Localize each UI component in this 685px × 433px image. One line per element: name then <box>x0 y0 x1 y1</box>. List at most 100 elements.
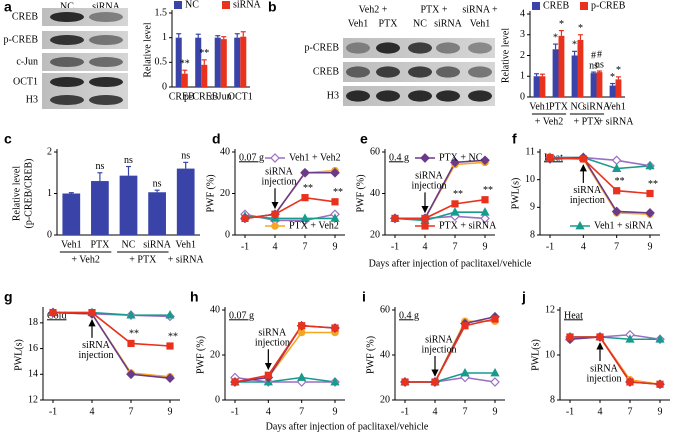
significance: ns <box>124 155 133 166</box>
panel-letter: b <box>268 0 277 15</box>
y-tick-label: 60 <box>370 146 380 157</box>
blot-band <box>408 90 432 102</box>
panel-letter: d <box>212 131 221 147</box>
condition-label: 0.07 g <box>239 152 264 163</box>
y-axis-label: Relative level <box>142 22 153 77</box>
y-axis-label: Relative level <box>11 166 22 221</box>
blot-band <box>346 42 370 54</box>
y-axis-label: PWL(s) <box>530 339 541 371</box>
blot-row-label: c-Jun <box>16 56 38 67</box>
blot-row-label: p-CREB <box>4 34 39 45</box>
blot-band <box>50 76 84 88</box>
blot-band <box>468 90 492 102</box>
bar <box>148 192 166 235</box>
blot-band <box>50 34 84 46</box>
y-tick-label: 14 <box>28 369 38 380</box>
significance: ** <box>129 329 139 340</box>
significance: ** <box>199 48 209 59</box>
significance: ** <box>483 185 493 196</box>
panel-letter: f <box>512 131 517 147</box>
line <box>53 311 171 347</box>
point <box>480 155 490 166</box>
y-tick-label: 10 <box>525 174 535 185</box>
x-tick-label: 7 <box>299 406 304 417</box>
x-tick-label: 9 <box>658 406 663 417</box>
blot-band <box>89 94 123 106</box>
x-tick-label: -1 <box>401 406 409 417</box>
x-tick-label: 4 <box>423 241 428 252</box>
bar <box>558 35 565 97</box>
condition-label: 0.4 g <box>389 152 409 163</box>
injection-label: injection <box>262 177 297 188</box>
point <box>331 198 339 206</box>
bar <box>234 37 241 87</box>
bar <box>615 79 622 97</box>
blot-header: Veh1 <box>348 18 369 29</box>
line <box>244 215 335 220</box>
point <box>460 367 470 377</box>
x-tick-label: -1 <box>391 241 399 252</box>
blot-header: NC <box>60 1 74 12</box>
point <box>126 310 136 319</box>
y-tick-label: 2 <box>520 50 525 61</box>
blot-band <box>376 66 400 78</box>
y-tick-label: 4 <box>520 8 525 19</box>
group-label: + PTX <box>573 116 601 127</box>
blot-row-label: H3 <box>26 94 38 105</box>
point <box>421 214 429 222</box>
point <box>271 222 279 230</box>
blot-row-label: CREB <box>313 66 339 77</box>
point <box>450 207 460 216</box>
bar <box>175 37 182 87</box>
y-tick-label: 0.5 <box>155 57 168 68</box>
x-axis-label: Days after injection of paclitaxel/vehic… <box>369 258 532 269</box>
point <box>490 377 500 387</box>
x-tick-label: siRNA <box>143 239 172 250</box>
point <box>420 153 430 163</box>
significance: ** <box>648 179 658 190</box>
bar <box>577 39 584 97</box>
blot-band <box>89 34 123 46</box>
point <box>300 167 310 178</box>
x-tick-label: 9 <box>168 406 173 417</box>
point <box>566 333 574 341</box>
significance: * <box>572 40 577 51</box>
y-tick-label: 16 <box>28 343 38 354</box>
bar <box>609 85 616 97</box>
point <box>626 378 634 386</box>
x-tick-label: 4 <box>90 406 95 417</box>
point <box>612 163 622 172</box>
point <box>625 334 635 343</box>
injection-label: injection <box>255 338 290 349</box>
panel-letter: g <box>4 289 13 305</box>
bar <box>240 36 247 87</box>
point <box>126 369 136 380</box>
x-tick-label: -1 <box>241 241 249 252</box>
x-tick-label: Veh1 <box>175 239 196 250</box>
y-tick-label: 8 <box>530 229 535 240</box>
significance: ns <box>589 60 598 71</box>
injection-label: injection <box>422 344 457 355</box>
x-tick-label: -1 <box>49 406 57 417</box>
legend-swatch <box>580 2 588 10</box>
blot-band <box>50 94 84 106</box>
y-axis-label: PWL(s) <box>510 178 521 210</box>
significance: * <box>553 32 558 43</box>
injection-label: siRNA <box>573 185 602 196</box>
point <box>490 367 500 377</box>
x-tick-label: NC <box>122 239 136 250</box>
point <box>330 167 340 178</box>
line <box>234 324 336 383</box>
line <box>549 156 651 195</box>
y-tick-label: 0 <box>520 91 525 102</box>
legend-swatch <box>532 2 540 10</box>
point <box>646 189 654 198</box>
y-axis-label: PWF (%) <box>205 174 216 212</box>
blot-band <box>376 90 400 102</box>
point <box>491 315 499 323</box>
panel-letter: i <box>362 289 366 305</box>
bar <box>62 193 81 235</box>
bar <box>181 73 188 87</box>
y-tick-label: 12 <box>28 394 38 405</box>
y-tick-label: 40 <box>220 146 230 157</box>
